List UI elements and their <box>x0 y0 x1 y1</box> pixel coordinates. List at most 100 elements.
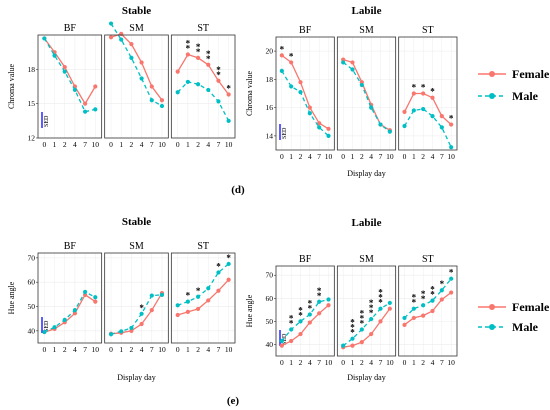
facet-sm: SM 0 1 2 4 7 10 <box>104 21 169 149</box>
data-point-male <box>108 21 114 26</box>
facet-plot-bg <box>171 253 235 343</box>
x-tick-label: 2 <box>130 140 134 149</box>
data-point-male <box>430 298 435 303</box>
data-point-male <box>42 36 47 41</box>
data-point-female <box>62 64 67 70</box>
facet-frame <box>398 36 458 151</box>
x-tick-label: 2 <box>421 358 425 367</box>
data-point-female <box>289 338 294 344</box>
facet-title: SM <box>359 25 374 36</box>
significance-star: * <box>289 51 294 61</box>
x-tick-label: 0 <box>280 152 284 161</box>
data-point-female <box>402 322 407 327</box>
data-point-female <box>317 121 322 126</box>
facet-frame <box>104 34 169 139</box>
x-tick-label: 4 <box>140 140 144 149</box>
facet-bf: BF SED 0 1 2 4 7 10 <box>37 239 103 354</box>
x-tick-label: 4 <box>431 358 435 367</box>
y-tick-label: 40 <box>28 326 36 335</box>
x-axis-label: Display day <box>347 373 385 382</box>
data-point-female <box>206 298 211 303</box>
significance-star: * <box>206 54 211 64</box>
data-point-male <box>72 308 78 313</box>
facet-title: BF <box>64 23 77 34</box>
significance-star: * <box>369 298 374 308</box>
y-tick-label: 70 <box>28 253 36 262</box>
x-tick-label: 7 <box>150 345 154 354</box>
facet-title: ST <box>422 254 434 265</box>
data-point-female <box>298 80 303 85</box>
facet-st: ST** ** ****0 1 2 4 7 10 <box>398 252 458 367</box>
x-tick-label: 4 <box>73 140 77 149</box>
x-tick-label: 10 <box>447 152 455 161</box>
data-point-male <box>411 108 416 113</box>
significance-star: * <box>139 303 144 313</box>
data-point-female <box>359 340 364 345</box>
x-tick-label: 10 <box>225 140 233 149</box>
significance-star: * <box>412 293 417 303</box>
sed-label: SED <box>44 320 50 332</box>
data-point-female <box>159 98 165 103</box>
data-point-female <box>83 101 88 106</box>
data-point-male <box>279 68 284 73</box>
x-tick-label: 7 <box>83 140 87 149</box>
facet-strip <box>38 239 102 253</box>
group-title: Stable <box>122 5 151 17</box>
data-point-female <box>317 311 322 316</box>
x-tick-label: 10 <box>447 358 455 367</box>
group-title: Labile <box>352 217 382 229</box>
data-point-male <box>52 325 57 330</box>
y-axis-label: Chroma value <box>245 71 254 117</box>
y-axis-label: Chroma value <box>7 64 16 110</box>
data-point-female <box>185 309 190 314</box>
data-point-male <box>83 289 88 295</box>
x-tick-label: 2 <box>299 358 303 367</box>
data-point-male <box>206 286 211 291</box>
significance-star: * <box>449 114 454 124</box>
data-point-male <box>185 79 190 85</box>
significance-star: * <box>360 318 365 328</box>
x-tick-label: 4 <box>308 358 312 367</box>
data-point-male <box>317 299 322 304</box>
facet-strip <box>104 239 169 253</box>
data-point-male <box>326 133 331 138</box>
x-tick-label: 7 <box>317 358 321 367</box>
y-tick-label: 15 <box>28 99 36 108</box>
data-point-male <box>93 295 98 300</box>
data-point-male <box>307 312 312 317</box>
data-point-female <box>139 321 144 327</box>
data-point-male <box>185 299 190 304</box>
x-tick-label: 2 <box>130 345 134 354</box>
data-point-female <box>369 331 374 337</box>
significance-star: * <box>378 293 383 303</box>
x-tick-label: 0 <box>341 358 345 367</box>
series-line-male <box>281 70 329 137</box>
data-point-female <box>307 320 312 325</box>
x-tick-label: 1 <box>119 345 123 354</box>
facet-strip <box>104 21 169 35</box>
facet-frame <box>398 265 458 357</box>
facet-strip <box>398 23 457 37</box>
data-point-male <box>350 336 355 341</box>
data-point-male <box>129 55 134 60</box>
facet-st: ST*********0 1 2 4 7 10 <box>170 21 236 149</box>
data-point-male <box>369 316 374 322</box>
data-point-female <box>430 95 435 100</box>
facet-strip <box>171 21 235 35</box>
data-point-female <box>149 84 154 89</box>
data-point-male <box>119 329 124 334</box>
facet-title: ST <box>197 23 209 34</box>
facet-frame <box>336 36 397 151</box>
data-point-female <box>72 311 78 316</box>
facet-sm: SM * 0 1 2 4 7 10 <box>104 239 169 354</box>
x-tick-label: 0 <box>42 140 46 149</box>
data-point-male <box>226 118 231 123</box>
data-point-male <box>195 294 201 299</box>
data-point-male <box>149 98 154 103</box>
series-line-female <box>43 38 96 105</box>
x-tick-label: 10 <box>92 140 100 149</box>
series-line-male <box>403 108 452 148</box>
series-line-male <box>110 23 163 107</box>
data-point-female <box>93 84 98 89</box>
